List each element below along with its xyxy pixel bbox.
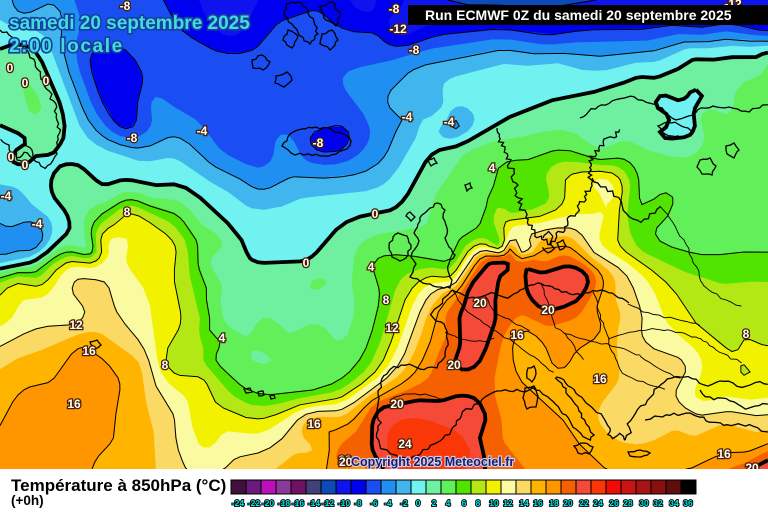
svg-text:24: 24 (398, 437, 412, 451)
svg-text:-8: -8 (389, 2, 400, 16)
svg-text:-4: -4 (1, 189, 12, 203)
svg-text:16: 16 (533, 498, 543, 508)
svg-text:0: 0 (8, 150, 15, 164)
svg-text:2:00 locale: 2:00 locale (9, 36, 124, 57)
svg-text:-8: -8 (313, 136, 324, 150)
svg-text:20: 20 (338, 453, 352, 467)
svg-text:2: 2 (432, 498, 437, 508)
svg-text:8: 8 (383, 293, 390, 307)
svg-text:-16: -16 (292, 498, 305, 508)
svg-text:18: 18 (549, 498, 559, 508)
svg-text:samedi 20 septembre 2025: samedi 20 septembre 2025 (9, 13, 250, 34)
svg-text:4: 4 (219, 331, 226, 345)
svg-text:0: 0 (43, 74, 50, 88)
svg-text:20: 20 (447, 358, 461, 372)
svg-text:28: 28 (623, 498, 633, 508)
svg-text:8: 8 (124, 205, 131, 219)
svg-text:12: 12 (503, 498, 513, 508)
svg-text:4: 4 (446, 498, 451, 508)
svg-text:10: 10 (489, 498, 499, 508)
svg-text:20: 20 (745, 461, 759, 475)
svg-text:Run ECMWF 0Z du samedi 20 sept: Run ECMWF 0Z du samedi 20 septembre 2025 (425, 7, 732, 23)
svg-text:8: 8 (162, 358, 169, 372)
svg-text:0: 0 (22, 158, 29, 172)
svg-text:-4: -4 (384, 498, 392, 508)
svg-text:-10: -10 (338, 498, 351, 508)
svg-text:-22: -22 (248, 498, 261, 508)
svg-text:4: 4 (489, 161, 496, 175)
svg-text:-4: -4 (444, 115, 455, 129)
svg-text:16: 16 (67, 397, 81, 411)
svg-text:16: 16 (717, 447, 731, 461)
svg-text:8: 8 (476, 498, 481, 508)
svg-text:34: 34 (669, 498, 679, 508)
svg-text:20: 20 (390, 397, 404, 411)
svg-text:24: 24 (593, 498, 603, 508)
svg-text:16: 16 (307, 417, 321, 431)
svg-text:-4: -4 (402, 110, 413, 124)
svg-text:20: 20 (541, 303, 555, 317)
svg-text:-12: -12 (322, 498, 335, 508)
svg-text:16: 16 (82, 344, 96, 358)
svg-text:-8: -8 (120, 0, 131, 13)
svg-text:-6: -6 (370, 498, 378, 508)
svg-text:Copyright 2025 Meteociel.fr: Copyright 2025 Meteociel.fr (351, 455, 514, 469)
svg-text:0: 0 (416, 498, 421, 508)
svg-text:0: 0 (22, 76, 29, 90)
svg-text:20: 20 (339, 455, 353, 469)
svg-text:16: 16 (510, 328, 524, 342)
svg-text:-24: -24 (232, 498, 245, 508)
svg-text:30: 30 (639, 498, 649, 508)
svg-text:20: 20 (473, 296, 487, 310)
svg-text:-8: -8 (354, 498, 362, 508)
svg-text:0: 0 (372, 207, 379, 221)
svg-text:(+0h): (+0h) (11, 493, 44, 508)
svg-text:-18: -18 (278, 498, 291, 508)
svg-text:14: 14 (519, 498, 529, 508)
svg-text:-2: -2 (400, 498, 408, 508)
svg-text:12: 12 (69, 318, 83, 332)
svg-text:-8: -8 (127, 131, 138, 145)
svg-text:-12: -12 (389, 22, 407, 36)
svg-text:-20: -20 (262, 498, 275, 508)
svg-text:-4: -4 (197, 124, 208, 138)
svg-text:22: 22 (579, 498, 589, 508)
svg-text:20: 20 (563, 498, 573, 508)
svg-text:0: 0 (7, 61, 14, 75)
svg-text:4: 4 (368, 260, 375, 274)
svg-text:32: 32 (653, 498, 663, 508)
svg-text:16: 16 (593, 372, 607, 386)
svg-text:12: 12 (385, 321, 399, 335)
svg-text:-14: -14 (308, 498, 321, 508)
svg-text:-8: -8 (409, 43, 420, 57)
svg-text:-4: -4 (32, 217, 43, 231)
svg-text:26: 26 (609, 498, 619, 508)
svg-text:0: 0 (303, 256, 310, 270)
svg-text:6: 6 (462, 498, 467, 508)
svg-text:Température à 850hPa (°C): Température à 850hPa (°C) (11, 476, 226, 495)
svg-text:36: 36 (683, 498, 693, 508)
svg-text:8: 8 (743, 327, 750, 341)
